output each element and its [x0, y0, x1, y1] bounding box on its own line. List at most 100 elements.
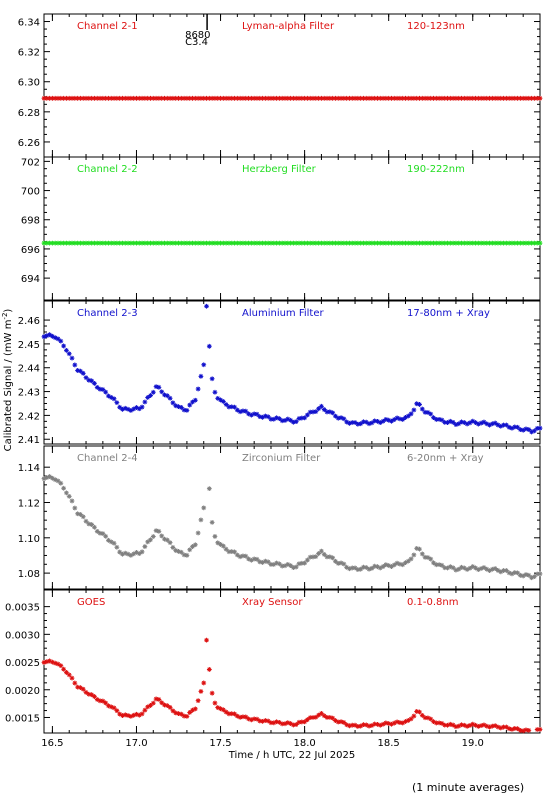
y-tick-label: 0.0025	[5, 658, 40, 669]
data-point	[50, 240, 55, 246]
data-point	[271, 240, 277, 246]
data-point	[234, 407, 240, 413]
y-tick-label: 6.30	[18, 78, 40, 89]
data-point	[240, 240, 246, 246]
data-point	[464, 240, 470, 246]
data-point	[344, 722, 350, 728]
data-point	[338, 719, 344, 725]
data-point	[41, 476, 47, 482]
data-point	[271, 562, 277, 567]
data-point	[445, 240, 450, 246]
data-point	[484, 723, 490, 729]
data-point	[117, 404, 123, 410]
data-point	[347, 240, 352, 246]
data-point	[453, 422, 459, 428]
data-point	[142, 707, 148, 713]
data-point	[433, 417, 439, 422]
data-point	[425, 95, 431, 101]
data-point	[411, 95, 417, 101]
data-point	[195, 698, 201, 704]
data-point	[475, 421, 481, 427]
data-point	[120, 406, 125, 412]
data-point	[41, 95, 47, 101]
data-point	[341, 416, 347, 422]
data-point	[243, 714, 249, 720]
data-point	[419, 712, 425, 718]
data-point	[537, 571, 543, 577]
data-point	[310, 554, 316, 560]
data-point	[526, 240, 532, 246]
data-point	[220, 707, 226, 713]
data-point	[156, 697, 162, 702]
data-point	[206, 486, 212, 492]
data-point	[422, 554, 428, 560]
data-point	[503, 724, 509, 730]
data-point	[305, 412, 310, 418]
data-point	[212, 95, 218, 101]
data-point	[86, 377, 92, 383]
data-point	[240, 553, 246, 559]
y-tick-label: 0.0035	[5, 603, 40, 614]
data-point	[94, 240, 100, 246]
data-point	[64, 240, 69, 246]
data-point	[58, 95, 64, 101]
data-point	[94, 697, 100, 702]
data-point	[234, 95, 240, 101]
data-point	[442, 95, 448, 101]
data-point	[389, 95, 394, 101]
data-point	[251, 556, 257, 562]
data-point	[333, 95, 338, 101]
data-point	[403, 719, 408, 724]
data-point	[391, 240, 397, 246]
data-point	[431, 95, 436, 101]
data-point	[375, 721, 380, 727]
data-point	[417, 95, 422, 101]
data-point	[347, 420, 352, 426]
data-point	[375, 240, 380, 246]
data-point	[89, 240, 95, 246]
data-point	[262, 240, 268, 246]
data-point	[223, 402, 229, 407]
data-point	[375, 418, 380, 424]
data-point	[475, 724, 481, 729]
data-point	[400, 720, 406, 726]
data-point	[184, 95, 190, 101]
panel-2: 694 696 698 700 702 Channel 2-2 Herzberg Filte…	[21, 156, 543, 301]
data-point	[153, 240, 159, 246]
data-point	[159, 389, 165, 395]
data-point	[218, 542, 223, 547]
data-point	[100, 240, 106, 246]
data-point	[363, 240, 369, 246]
data-point	[352, 420, 358, 425]
data-point	[201, 95, 207, 101]
data-point	[279, 721, 285, 727]
data-point	[156, 528, 162, 534]
data-point	[358, 421, 364, 427]
data-point	[386, 417, 392, 423]
data-point	[299, 560, 305, 566]
data-point	[170, 545, 176, 550]
data-point	[498, 240, 504, 246]
data-point	[89, 692, 95, 698]
data-point	[120, 713, 125, 718]
data-point	[461, 565, 467, 571]
data-point	[92, 524, 97, 530]
data-point	[467, 420, 473, 426]
data-point	[52, 335, 58, 341]
data-point	[145, 539, 151, 545]
data-point	[212, 389, 218, 395]
data-point	[246, 240, 251, 246]
data-point	[285, 720, 291, 726]
panel-frame	[43, 13, 541, 158]
data-point	[319, 403, 324, 409]
data-point	[394, 95, 400, 101]
data-point	[506, 570, 512, 576]
data-point	[313, 95, 319, 101]
data-point	[470, 240, 476, 246]
data-point	[50, 475, 55, 481]
data-point	[282, 95, 288, 101]
data-point	[218, 95, 223, 101]
data-point	[265, 414, 271, 420]
data-point	[293, 240, 299, 246]
data-point	[223, 95, 229, 101]
